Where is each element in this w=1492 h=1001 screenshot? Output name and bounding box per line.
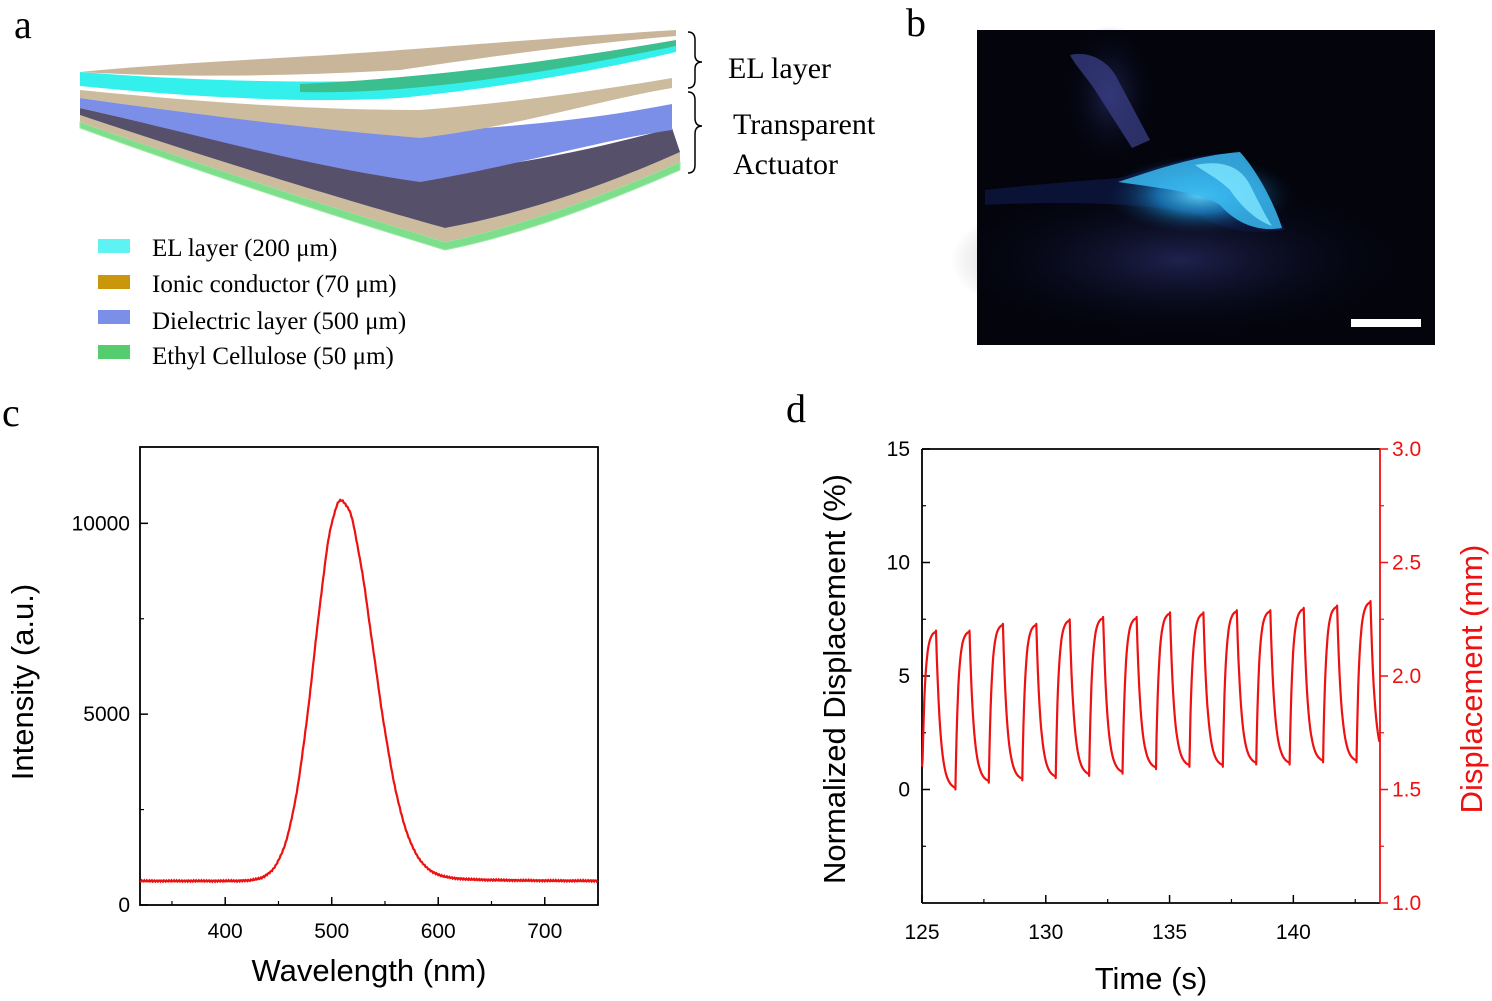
luminescence-photo	[950, 25, 1435, 345]
panel-c: c 400 500 600 700 0 5000 10000 Wavelength (nm) I…	[2, 390, 599, 988]
legend-swatch-ethyl	[98, 345, 130, 359]
x-tick-label: 140	[1276, 921, 1311, 944]
panel-d-label: d	[786, 386, 806, 431]
x-tick-label: 130	[1028, 921, 1063, 944]
layer-ionic-top	[80, 30, 676, 76]
y-tick-label: 0	[898, 779, 910, 802]
y2-tick-label: 2.0	[1392, 665, 1421, 688]
x-tick-label: 400	[208, 920, 243, 943]
displacement-line	[920, 600, 1381, 791]
x-axis-title: Time (s)	[1095, 961, 1208, 996]
panel-a: a EL layer Transparent Actuator EL layer…	[14, 2, 876, 370]
x-axis-title: Wavelength (nm)	[252, 953, 487, 988]
layer-dark-dielectric	[80, 108, 680, 228]
panel-d: d 125 130 135 140 0 5 10 15 1.0 1.5 2.0 2.5 3.0 Time …	[786, 386, 1489, 996]
scale-bar	[1351, 319, 1421, 327]
panel-b-label: b	[906, 0, 926, 45]
chart-c-spectrum: 400 500 600 700 0 5000 10000 Wavelength (nm) Int…	[5, 446, 599, 988]
brace-label-transparent: Transparent	[733, 108, 876, 141]
brace-transparent-actuator	[687, 91, 703, 174]
y2-axis-title: Displacement (mm)	[1454, 545, 1489, 814]
layer-dielectric	[80, 98, 672, 182]
legend-label-dielectric: Dielectric layer (500 μm)	[152, 308, 406, 335]
y2-tick-label: 2.5	[1392, 552, 1421, 575]
x-tick-label: 125	[904, 921, 939, 944]
layer-el-top-green	[300, 40, 676, 93]
x-tick-label: 600	[421, 920, 456, 943]
plot-frame	[139, 446, 599, 906]
layer-ionic-middle	[80, 78, 672, 138]
layer-stack-illustration	[79, 30, 681, 251]
y-tick-label: 10	[887, 552, 910, 575]
brace-label-el: EL layer	[728, 52, 831, 85]
x-tick-label: 700	[527, 920, 562, 943]
layer-ionic-bottom	[80, 115, 680, 242]
spectrum-line	[139, 498, 599, 884]
y-tick-label: 0	[118, 894, 130, 917]
layer-el	[80, 46, 676, 101]
y-axis-title: Intensity (a.u.)	[5, 584, 40, 780]
x-tick-label: 500	[314, 920, 349, 943]
panel-b: b	[906, 0, 1435, 345]
y2-tick-label: 1.5	[1392, 779, 1421, 802]
brace-el-layer	[687, 31, 703, 89]
chart-d-displacement: 125 130 135 140 0 5 10 15 1.0 1.5 2.0 2.5 3.0 Time (s…	[817, 438, 1489, 996]
brace-label-actuator: Actuator	[733, 148, 838, 181]
legend-swatch-el	[98, 239, 130, 253]
x-tick-label: 135	[1152, 921, 1187, 944]
y-axis-title: Normalized Displacement (%)	[817, 474, 852, 884]
legend-swatch-ionic	[98, 275, 130, 289]
legend-label-ethyl: Ethyl Cellulose (50 μm)	[152, 343, 394, 370]
y2-tick-label: 3.0	[1392, 438, 1421, 461]
y-tick-label: 15	[887, 438, 910, 461]
panel-c-label: c	[2, 390, 20, 435]
y2-tick-label: 1.0	[1392, 892, 1421, 915]
legend-swatch-dielectric	[98, 310, 130, 324]
layer-legend: EL layer (200 μm) Ionic conductor (70 μm…	[98, 235, 406, 370]
y-tick-label: 5	[898, 665, 910, 688]
y-tick-label: 5000	[83, 703, 130, 726]
y-tick-label: 10000	[72, 512, 130, 535]
panel-a-label: a	[14, 2, 32, 47]
legend-label-el: EL layer (200 μm)	[152, 235, 337, 262]
legend-label-ionic: Ionic conductor (70 μm)	[152, 271, 397, 298]
